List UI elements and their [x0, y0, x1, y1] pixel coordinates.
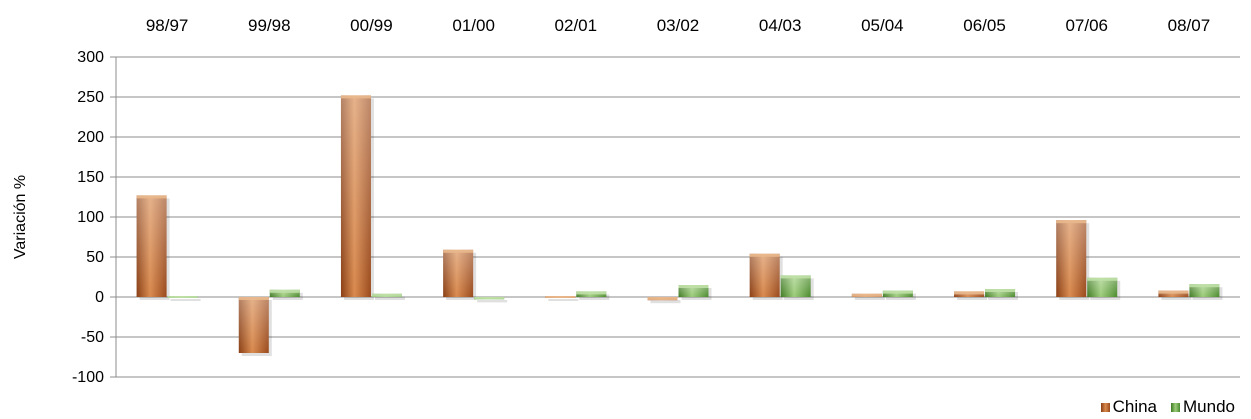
bars — [136, 95, 1223, 356]
bar-china — [749, 253, 783, 300]
bar-mundo — [882, 290, 916, 300]
category-labels: 98/97 99/98 00/99 01/00 02/01 03/02 04/03 05/04… — [146, 16, 1210, 35]
y-tick-label: 50 — [86, 249, 104, 266]
category-label: 01/00 — [452, 16, 495, 35]
bar-chart: 300 250 200 150 100 50 0 -50 -100 98/97 99/98 00/9… — [12, 16, 1240, 386]
y-tick-label: 150 — [77, 169, 104, 186]
axes — [110, 56, 117, 378]
gridlines — [116, 56, 1240, 378]
bar-mundo — [167, 296, 201, 301]
y-tick-label: 0 — [95, 289, 104, 306]
category-label: 99/98 — [248, 16, 291, 35]
bar-mundo — [371, 293, 405, 300]
bar-mundo — [780, 275, 814, 300]
category-label: 07/06 — [1065, 16, 1108, 35]
category-label: 08/07 — [1168, 16, 1211, 35]
y-tick-label: 200 — [77, 129, 104, 146]
category-label: 03/02 — [657, 16, 700, 35]
y-tick-label: 250 — [77, 89, 104, 106]
legend-swatch-china — [1100, 402, 1110, 412]
category-label: 04/03 — [759, 16, 802, 35]
bar-mundo — [1189, 284, 1223, 300]
legend-item-mundo: Mundo — [1171, 397, 1235, 417]
category-label: 98/97 — [146, 16, 189, 35]
legend-item-china: China — [1100, 397, 1158, 417]
bar-mundo — [1087, 277, 1121, 300]
bar-china — [545, 296, 579, 301]
y-tick-label: 300 — [77, 49, 104, 66]
bar-mundo — [985, 289, 1019, 300]
bar-china — [1158, 290, 1192, 300]
bar-mundo — [269, 289, 303, 300]
bar-mundo — [576, 291, 610, 300]
category-label: 02/01 — [555, 16, 598, 35]
bar-china — [443, 249, 477, 300]
y-tick-label: -100 — [72, 369, 104, 386]
bar-china — [954, 291, 988, 300]
y-tick-label: 100 — [77, 209, 104, 226]
legend: China Mundo — [1087, 397, 1235, 417]
legend-swatch-mundo — [1171, 402, 1181, 412]
bar-mundo — [678, 285, 712, 300]
legend-label-china: China — [1112, 397, 1158, 416]
bar-china — [851, 293, 885, 300]
y-tick-label: -50 — [81, 329, 104, 346]
bar-china — [238, 297, 272, 356]
category-label: 00/99 — [350, 16, 393, 35]
bar-china — [136, 195, 170, 300]
legend-label-mundo: Mundo — [1183, 397, 1235, 416]
bar-mundo — [474, 297, 508, 303]
y-axis-label: Variación % — [12, 175, 29, 259]
bar-china — [647, 297, 681, 304]
bar-china — [1056, 220, 1090, 300]
category-label: 05/04 — [861, 16, 904, 35]
y-tick-labels: 300 250 200 150 100 50 0 -50 -100 — [72, 49, 104, 386]
bar-china — [340, 95, 374, 301]
category-label: 06/05 — [963, 16, 1006, 35]
